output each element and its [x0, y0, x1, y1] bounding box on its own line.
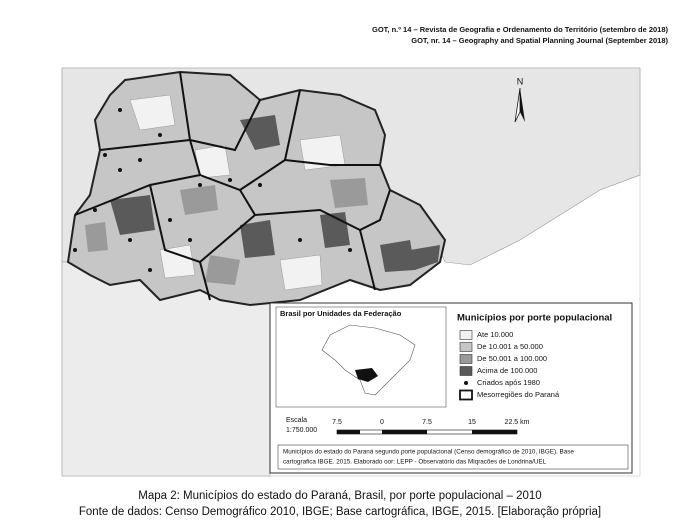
legend-swatch	[459, 389, 473, 401]
legend-label: De 50.001 a 100.000	[477, 354, 547, 363]
municipality	[240, 115, 280, 150]
legend-label: Acima de 100.000	[477, 366, 537, 375]
scale-tick-label: 22.5 km	[505, 419, 530, 426]
caption-title: Mapa 2: Municípios do estado do Paraná, …	[138, 490, 541, 502]
legend-swatch	[459, 366, 473, 376]
border	[99, 89, 301, 192]
dot	[258, 183, 262, 187]
large-municipalities	[110, 115, 440, 272]
legend-panel: Brasil por Unidades da Federação Municíp…	[269, 302, 633, 474]
dot	[103, 153, 107, 157]
header-line: GOT, n.º 14 – Revista de Geografia e Ord…	[372, 25, 669, 34]
border	[179, 71, 261, 152]
municipality	[240, 220, 275, 258]
scale-bar: 7.5 0 7.5 15 22.5 km	[332, 419, 530, 435]
dot	[128, 238, 132, 242]
new-municipality-dots	[73, 108, 352, 272]
source-box	[277, 444, 629, 470]
scale-tick-label: 7.5	[422, 419, 432, 426]
border	[239, 189, 391, 232]
dot	[198, 183, 202, 187]
legend-title: Municípios por porte populacional	[457, 313, 612, 324]
municipality	[159, 244, 196, 279]
dot	[228, 178, 232, 182]
scale-tick-label: 0	[380, 419, 384, 426]
border	[149, 184, 256, 264]
dot	[118, 108, 122, 112]
scale-label: Escala	[286, 417, 307, 424]
legend-label: Mesorregiões do Paraná	[477, 390, 560, 399]
municipality	[410, 245, 440, 270]
source-line: Municípios do estado do Paraná segundo p…	[283, 449, 574, 456]
dot	[348, 248, 352, 252]
source-line: cartografica IBGE. 2015. Elaborado oor: …	[283, 459, 547, 466]
dot	[73, 248, 77, 252]
scale-segment	[337, 430, 360, 434]
mid-municipalities	[85, 178, 368, 285]
parana-locator	[355, 368, 378, 382]
legend-label: De 10.001 a 50.000	[477, 342, 543, 351]
brazil-map	[321, 324, 416, 396]
municipality	[85, 222, 108, 252]
dot	[118, 168, 122, 172]
legend-swatch	[459, 330, 473, 340]
scale-segment	[472, 430, 517, 434]
municipality	[205, 255, 240, 285]
arrow-right	[520, 88, 525, 122]
dot	[148, 268, 152, 272]
scale-segment	[382, 430, 427, 434]
legend-label: Ate 10.000	[477, 330, 513, 339]
municipality	[180, 185, 218, 215]
dot	[93, 208, 97, 212]
legend-dot	[464, 381, 468, 385]
municipality	[330, 178, 368, 208]
border	[359, 229, 376, 291]
caption-source: Fonte de dados: Censo Demográfico 2010, …	[79, 506, 601, 518]
header-line: GOT, nr. 14 – Geography and Spatial Plan…	[411, 36, 668, 45]
municipality	[279, 254, 323, 291]
dot	[158, 133, 162, 137]
dot	[138, 158, 142, 162]
scale-tick-label: 15	[468, 419, 476, 426]
municipality	[110, 195, 155, 235]
legend-swatch	[459, 354, 473, 364]
dot	[168, 218, 172, 222]
scale-ratio: 1:750.000	[286, 427, 317, 434]
dot	[188, 238, 192, 242]
legend-label: Criados após 1980	[477, 378, 540, 387]
legend-swatch	[459, 342, 473, 352]
north-label: N	[517, 76, 524, 86]
legend-items: Ate 10.000 De 10.001 a 50.000 De 50.001 a …	[459, 330, 560, 401]
mesoregion-borders	[74, 71, 391, 301]
municipality	[380, 240, 415, 272]
border	[199, 261, 211, 301]
dot	[298, 238, 302, 242]
scale-tick-label: 7.5	[332, 419, 342, 426]
municipality	[129, 94, 176, 131]
map-frame: N	[61, 67, 641, 477]
north-arrow: N	[514, 76, 525, 123]
small-municipalities	[129, 94, 346, 291]
inset-title: Brasil por Unidades da Federação	[280, 309, 402, 318]
border	[284, 159, 380, 166]
